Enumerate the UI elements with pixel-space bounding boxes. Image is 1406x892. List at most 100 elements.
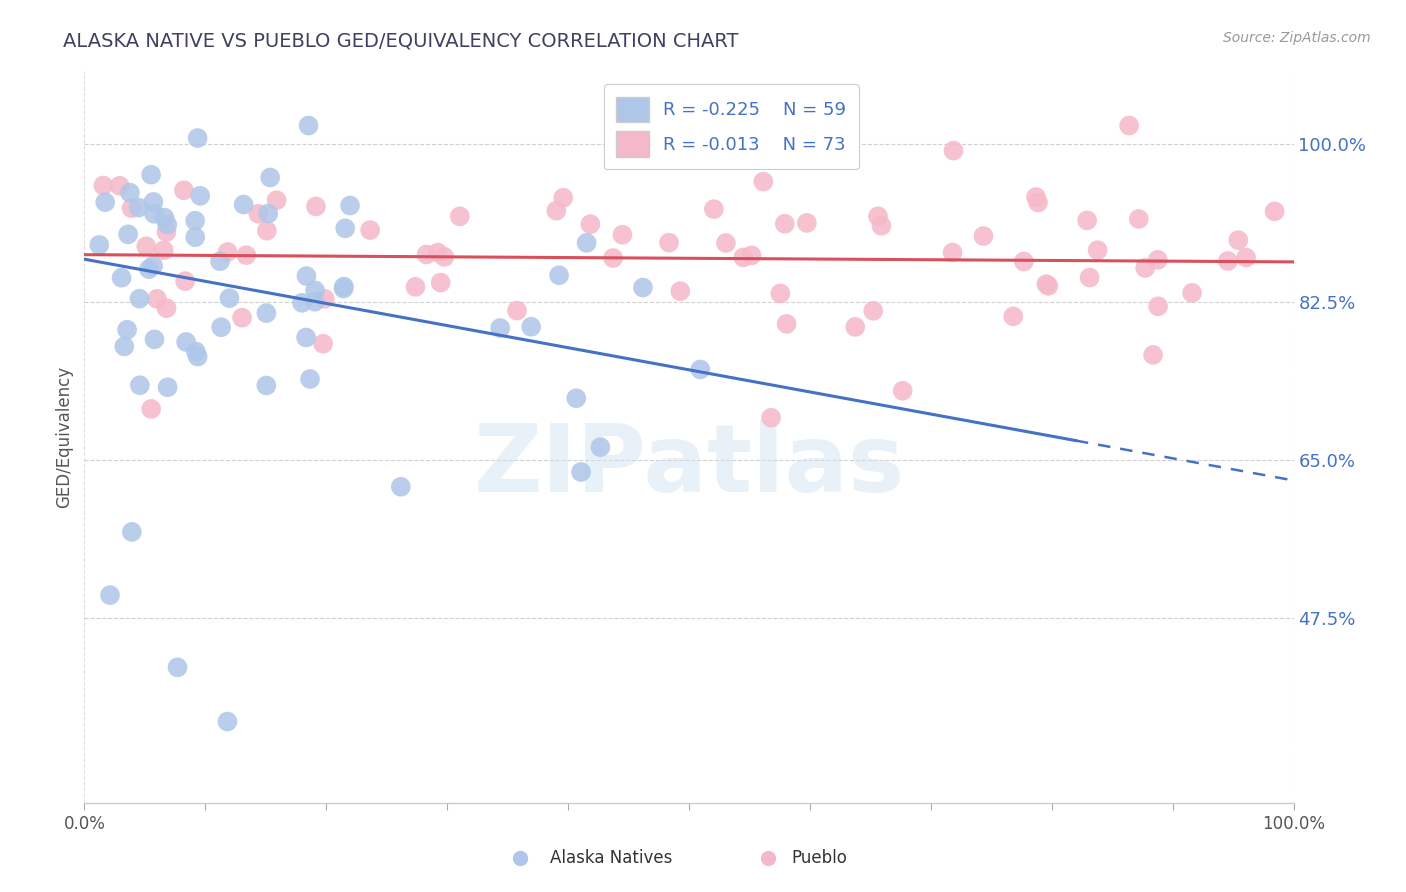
- Point: [689, 362, 711, 376]
- Point: [404, 280, 426, 294]
- Point: [1147, 299, 1170, 313]
- Point: [184, 344, 207, 359]
- Point: [142, 194, 165, 209]
- Point: [333, 279, 356, 293]
- Point: [139, 168, 162, 182]
- Point: [1133, 260, 1156, 275]
- Point: [232, 197, 254, 211]
- Point: [1118, 119, 1140, 133]
- Point: [658, 235, 681, 250]
- Point: [153, 211, 176, 225]
- Point: [553, 191, 575, 205]
- Point: [138, 262, 160, 277]
- Point: [1012, 254, 1035, 268]
- Point: [1216, 254, 1239, 268]
- Point: [569, 465, 592, 479]
- Point: [972, 229, 994, 244]
- Point: [153, 244, 176, 258]
- Point: [254, 306, 277, 320]
- Point: [1078, 270, 1101, 285]
- Point: [187, 131, 209, 145]
- Point: [187, 350, 209, 364]
- Point: [506, 303, 529, 318]
- Point: [332, 282, 354, 296]
- Point: [89, 238, 111, 252]
- Point: [891, 384, 914, 398]
- Point: [259, 170, 281, 185]
- Point: [231, 310, 253, 325]
- Point: [128, 201, 150, 215]
- Point: [166, 660, 188, 674]
- Point: [548, 268, 571, 283]
- Point: [108, 178, 131, 193]
- Point: [1128, 211, 1150, 226]
- Point: [156, 380, 179, 394]
- Point: [128, 378, 150, 392]
- Point: [1146, 252, 1168, 267]
- Point: [1142, 348, 1164, 362]
- Point: [141, 401, 163, 416]
- Text: ALASKA NATIVE VS PUEBLO GED/EQUIVALENCY CORRELATION CHART: ALASKA NATIVE VS PUEBLO GED/EQUIVALENCY …: [63, 31, 738, 50]
- Point: [256, 224, 278, 238]
- Point: [449, 210, 471, 224]
- Text: Alaska Natives: Alaska Natives: [550, 848, 672, 867]
- Point: [575, 235, 598, 250]
- Point: [299, 372, 322, 386]
- Point: [121, 201, 143, 215]
- Point: [135, 239, 157, 253]
- Point: [254, 378, 277, 392]
- Point: [110, 270, 132, 285]
- Point: [870, 219, 893, 233]
- Point: [291, 295, 314, 310]
- Point: [1002, 310, 1025, 324]
- Point: [115, 323, 138, 337]
- Point: [188, 189, 211, 203]
- Point: [121, 524, 143, 539]
- Point: [209, 254, 232, 268]
- Point: [118, 186, 141, 200]
- Point: [94, 195, 117, 210]
- Point: [589, 440, 612, 454]
- Point: [769, 286, 792, 301]
- Point: [433, 250, 456, 264]
- Point: [184, 213, 207, 227]
- Point: [1025, 190, 1047, 204]
- Point: [257, 206, 280, 220]
- Point: [304, 294, 326, 309]
- Point: [612, 227, 634, 242]
- Point: [1234, 251, 1257, 265]
- Text: Pueblo: Pueblo: [792, 848, 848, 867]
- Point: [312, 336, 335, 351]
- Point: [155, 301, 177, 316]
- Point: [143, 332, 166, 346]
- Point: [235, 248, 257, 262]
- Point: [247, 207, 270, 221]
- Point: [142, 259, 165, 273]
- Y-axis label: GED/Equivalency: GED/Equivalency: [55, 366, 73, 508]
- Point: [98, 588, 121, 602]
- Point: [714, 235, 737, 250]
- Point: [415, 247, 437, 261]
- Point: [173, 183, 195, 197]
- Point: [866, 209, 889, 223]
- Point: [565, 391, 588, 405]
- Point: [489, 321, 512, 335]
- Point: [942, 245, 965, 260]
- Point: [155, 225, 177, 239]
- Point: [1227, 233, 1250, 247]
- Text: ZIPatlas: ZIPatlas: [474, 420, 904, 512]
- Point: [156, 218, 179, 232]
- Point: [217, 245, 239, 260]
- Point: [128, 292, 150, 306]
- Point: [314, 292, 336, 306]
- Point: [359, 223, 381, 237]
- Point: [184, 230, 207, 244]
- Point: [1087, 243, 1109, 257]
- Point: [174, 274, 197, 288]
- Point: [759, 410, 782, 425]
- Point: [297, 119, 319, 133]
- Point: [143, 207, 166, 221]
- Point: [146, 292, 169, 306]
- Point: [546, 203, 568, 218]
- Text: Source: ZipAtlas.com: Source: ZipAtlas.com: [1223, 31, 1371, 45]
